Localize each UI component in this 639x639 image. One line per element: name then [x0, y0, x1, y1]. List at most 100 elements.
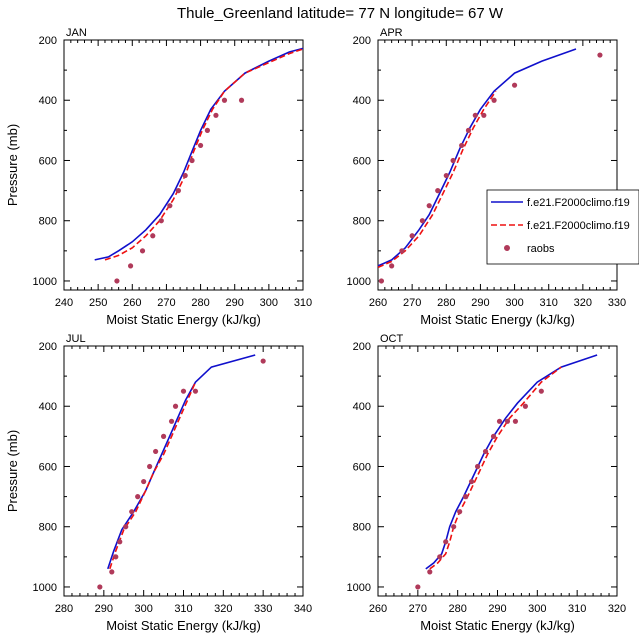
- x-tick-label: 310: [294, 297, 312, 309]
- y-tick-label: 200: [353, 35, 371, 47]
- plot-frame: [63, 345, 304, 597]
- x-axis-label: Moist Static Energy (kJ/kg): [106, 618, 261, 633]
- raobs-point: [213, 112, 219, 118]
- panel-label: APR: [380, 27, 403, 39]
- plot-frame: [63, 39, 304, 291]
- x-tick-label: 300: [134, 603, 152, 615]
- raobs-point: [221, 97, 228, 103]
- model-a-line: [94, 47, 304, 261]
- legend-label: raobs: [527, 243, 555, 255]
- raobs-point: [522, 403, 528, 409]
- x-tick-label: 290: [95, 603, 113, 615]
- y-tick-label: 800: [39, 522, 57, 534]
- raobs-point: [153, 448, 159, 455]
- raobs-point: [472, 112, 478, 118]
- raobs-point: [182, 172, 188, 179]
- y-tick-label: 400: [39, 401, 57, 413]
- panel-label: JAN: [66, 27, 87, 39]
- x-tick-label: 280: [437, 297, 455, 309]
- y-axis-label: Pressure (mb): [5, 124, 20, 206]
- raobs-point: [409, 233, 415, 239]
- raobs-point: [189, 157, 195, 164]
- legend-marker-raobs: [504, 245, 510, 251]
- raobs-point: [465, 127, 472, 133]
- raobs-point: [427, 569, 433, 575]
- x-tick-label: 290: [488, 603, 506, 615]
- raobs-point: [482, 448, 489, 455]
- panel-jul: JUL 280 290 300 310 320 330 340 200 400 600 800 1000…: [5, 333, 312, 633]
- plot-frame: [377, 345, 618, 597]
- model-b-line: [104, 48, 304, 261]
- raobs-point: [435, 188, 441, 194]
- x-tick-label: 310: [174, 603, 192, 615]
- raobs-point: [175, 188, 181, 194]
- y-tick-label: 400: [353, 401, 371, 413]
- y-tick-label: 600: [353, 461, 371, 473]
- raobs-point: [491, 97, 497, 103]
- x-tick-label: 320: [574, 297, 592, 309]
- raobs-point: [197, 142, 204, 149]
- x-tick-label: 310: [540, 297, 558, 309]
- y-tick-label: 200: [39, 35, 57, 47]
- y-tick-label: 200: [39, 341, 57, 353]
- raobs-point: [139, 248, 146, 254]
- raobs-point: [538, 388, 544, 394]
- raobs-point: [490, 433, 497, 439]
- raobs-point: [172, 403, 179, 409]
- x-tick-label: 330: [254, 603, 272, 615]
- raobs-point: [512, 418, 519, 424]
- raobs-point: [168, 418, 175, 424]
- y-tick-label: 200: [353, 341, 371, 353]
- raobs-point: [150, 233, 156, 239]
- y-tick-label: 800: [39, 216, 57, 228]
- x-tick-label: 260: [369, 603, 387, 615]
- raobs-point: [459, 142, 465, 149]
- x-tick-label: 330: [608, 297, 626, 309]
- legend-label: f.e21.F2000climo.f19: [527, 197, 630, 209]
- raobs-point: [180, 388, 187, 394]
- raobs-point: [378, 278, 385, 284]
- raobs-point: [160, 433, 167, 439]
- y-tick-label: 400: [353, 95, 371, 107]
- raobs-point: [504, 418, 511, 424]
- y-tick-label: 600: [39, 155, 57, 167]
- x-tick-label: 300: [260, 297, 278, 309]
- panel-oct: OCT 260 270 280 290 300 310 320 200 400 600 800 1000…: [347, 333, 627, 633]
- raobs-point: [158, 218, 164, 224]
- raobs-point: [141, 478, 147, 485]
- raobs-point: [496, 418, 503, 424]
- y-axis-label: Pressure (mb): [5, 430, 20, 512]
- raobs-point: [204, 127, 210, 133]
- model-b-line: [109, 381, 197, 570]
- raobs-point: [451, 524, 457, 530]
- raobs-point: [399, 248, 405, 254]
- panel-label: OCT: [380, 333, 404, 345]
- x-tick-label: 240: [55, 297, 73, 309]
- y-tick-label: 1000: [33, 276, 57, 288]
- model-a-line: [425, 354, 598, 570]
- x-tick-label: 280: [55, 603, 73, 615]
- raobs-point: [481, 112, 487, 118]
- x-tick-label: 250: [89, 297, 107, 309]
- raobs-point: [238, 97, 245, 103]
- x-tick-label: 300: [528, 603, 546, 615]
- plot-frame: [377, 39, 618, 291]
- x-tick-label: 320: [608, 603, 626, 615]
- raobs-point: [109, 569, 115, 575]
- raobs-point: [167, 203, 173, 209]
- raobs-point: [474, 463, 481, 470]
- raobs-point: [389, 263, 395, 269]
- raobs-point: [463, 494, 469, 500]
- panel-apr: APR 260 270 280 290 300 310 320 330 200 400 600 800 1…: [347, 27, 627, 327]
- model-a-line: [107, 354, 256, 570]
- x-tick-label: 260: [369, 297, 387, 309]
- x-tick-label: 300: [505, 297, 523, 309]
- y-tick-label: 400: [39, 95, 57, 107]
- y-tick-label: 600: [39, 461, 57, 473]
- y-tick-label: 600: [353, 155, 371, 167]
- y-tick-label: 1000: [33, 582, 57, 594]
- y-tick-label: 800: [353, 216, 371, 228]
- model-b-line: [377, 90, 497, 269]
- x-tick-label: 280: [448, 603, 466, 615]
